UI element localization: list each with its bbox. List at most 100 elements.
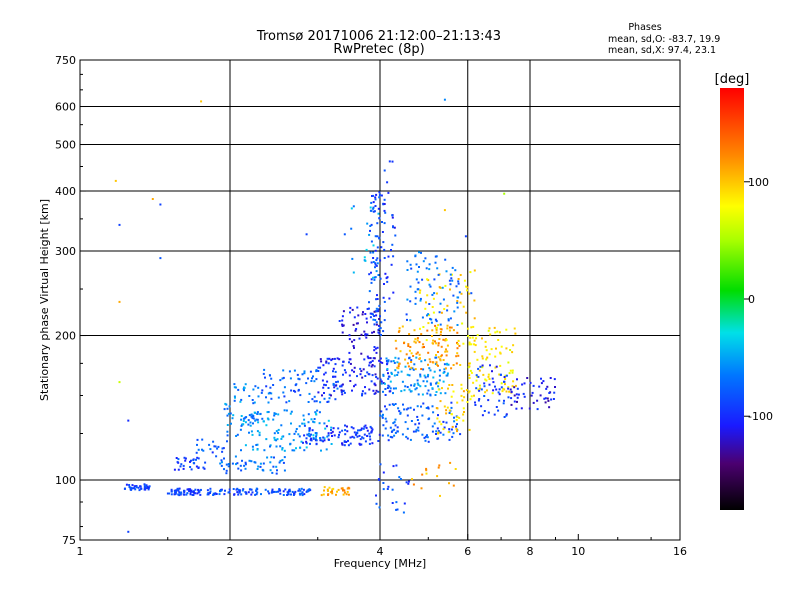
data-point: [370, 431, 373, 434]
data-point: [528, 407, 531, 410]
data-point: [351, 308, 354, 311]
data-point: [328, 397, 331, 400]
data-point: [443, 363, 446, 366]
data-point: [207, 493, 210, 496]
data-point: [436, 475, 439, 478]
data-point: [374, 235, 377, 238]
data-point: [332, 487, 335, 490]
data-point: [216, 447, 219, 450]
data-point: [143, 487, 146, 490]
data-point: [146, 485, 149, 488]
data-point: [421, 316, 424, 319]
data-point: [425, 472, 428, 475]
data-point: [357, 314, 360, 317]
data-point: [388, 385, 391, 388]
data-point: [215, 493, 218, 495]
data-point: [351, 257, 354, 260]
data-point: [475, 337, 478, 340]
data-point: [434, 261, 437, 264]
data-point: [375, 494, 377, 497]
data-point: [468, 374, 471, 377]
data-point: [406, 318, 408, 321]
data-point: [447, 363, 450, 366]
data-point: [475, 387, 478, 390]
data-point: [429, 369, 432, 372]
data-point: [428, 367, 431, 370]
data-point: [431, 405, 434, 408]
data-point: [460, 383, 463, 386]
data-point: [483, 382, 486, 385]
data-point: [382, 424, 385, 427]
data-point: [449, 317, 452, 320]
data-point: [376, 377, 379, 380]
data-point: [505, 374, 508, 377]
data-point: [415, 387, 418, 390]
data-point: [389, 426, 392, 429]
data-point: [233, 399, 236, 402]
data-point: [442, 420, 445, 423]
data-point: [396, 426, 399, 429]
data-point: [222, 447, 225, 450]
data-point: [378, 191, 381, 194]
data-point: [366, 222, 369, 225]
data-point: [177, 488, 180, 491]
data-point: [261, 389, 264, 392]
data-point: [265, 438, 268, 441]
data-point: [228, 405, 231, 408]
data-point: [387, 439, 390, 442]
data-point: [248, 395, 251, 397]
data-point: [489, 333, 492, 336]
data-point: [382, 471, 385, 474]
data-point: [385, 357, 388, 360]
data-point: [371, 195, 373, 197]
data-point: [409, 346, 412, 348]
data-point: [458, 291, 461, 294]
data-point: [382, 296, 385, 299]
data-point: [315, 433, 318, 436]
data-point: [382, 374, 385, 377]
data-point: [380, 380, 383, 383]
data-point: [392, 226, 394, 229]
data-point: [243, 417, 246, 420]
data-point: [548, 406, 551, 409]
data-point: [310, 437, 313, 440]
data-point: [197, 466, 200, 469]
data-point: [196, 443, 198, 446]
data-point: [293, 369, 296, 372]
data-point: [345, 441, 348, 443]
data-point: [237, 388, 240, 391]
data-point: [376, 310, 379, 313]
data-point: [437, 356, 440, 359]
data-point: [294, 390, 297, 393]
data-point: [327, 362, 330, 365]
data-point: [323, 439, 326, 442]
data-point: [236, 491, 239, 494]
data-point: [372, 261, 375, 263]
data-point: [484, 340, 487, 343]
data-point: [332, 370, 334, 373]
data-point: [297, 389, 300, 392]
data-point: [366, 371, 369, 374]
data-point: [374, 319, 377, 321]
data-point: [381, 415, 384, 418]
data-point: [383, 222, 386, 225]
data-point: [359, 438, 362, 441]
data-point: [372, 244, 375, 247]
data-point: [473, 339, 476, 342]
data-point: [183, 456, 186, 459]
data-point: [454, 269, 457, 272]
data-point: [317, 366, 320, 369]
data-point: [435, 433, 437, 435]
data-point: [384, 405, 386, 408]
data-point: [397, 365, 400, 368]
data-point: [419, 289, 422, 292]
data-point: [346, 425, 348, 428]
data-point: [269, 469, 272, 472]
data-point: [322, 386, 325, 389]
data-point: [196, 438, 199, 441]
data-point: [175, 457, 178, 459]
data-point: [431, 430, 434, 433]
data-point: [314, 437, 317, 440]
data-point: [372, 257, 375, 259]
data-point: [375, 310, 378, 313]
